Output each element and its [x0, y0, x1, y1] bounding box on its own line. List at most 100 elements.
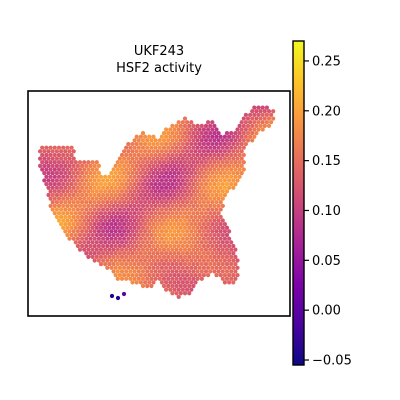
- spot: [182, 225, 188, 230]
- spot: [159, 258, 164, 263]
- spot: [63, 207, 68, 212]
- spot: [140, 269, 146, 274]
- spot: [159, 171, 164, 176]
- spot: [197, 178, 202, 183]
- spot: [189, 214, 194, 219]
- spot: [124, 276, 129, 281]
- spot: [248, 134, 253, 139]
- spot: [153, 262, 158, 267]
- spot: [203, 269, 209, 274]
- spot: [224, 160, 230, 165]
- spot: [90, 160, 95, 165]
- spot: [166, 145, 171, 150]
- spot: [145, 145, 150, 150]
- spot: [201, 214, 206, 219]
- spot: [216, 269, 221, 274]
- spot: [134, 243, 139, 249]
- spot: [140, 203, 146, 209]
- spot: [189, 272, 194, 278]
- spot: [132, 262, 137, 267]
- spot: [128, 189, 133, 194]
- spot: [195, 269, 200, 274]
- spot: [214, 141, 219, 147]
- spot: [109, 251, 114, 256]
- spot: [69, 189, 74, 194]
- spot: [65, 225, 70, 230]
- spot: [98, 174, 104, 179]
- spot: [206, 236, 211, 241]
- spot: [119, 181, 125, 187]
- spot: [233, 145, 238, 150]
- spot: [172, 236, 177, 241]
- spot: [119, 196, 125, 201]
- spot: [54, 214, 60, 219]
- spot-outlier: [115, 295, 121, 301]
- spot: [237, 167, 242, 172]
- spot: [157, 225, 162, 230]
- spot: [77, 189, 83, 194]
- spot: [149, 196, 154, 201]
- spot: [231, 134, 236, 139]
- spot: [235, 156, 240, 161]
- spot: [69, 160, 74, 165]
- spot: [109, 200, 114, 205]
- spot: [164, 156, 169, 161]
- spot: [82, 174, 87, 179]
- spot: [212, 240, 217, 245]
- spot: [170, 291, 175, 296]
- spot: [161, 181, 167, 187]
- spot: [182, 167, 188, 172]
- spot: [48, 203, 53, 209]
- spot: [159, 185, 164, 190]
- spot: [56, 145, 62, 150]
- spot: [260, 120, 265, 125]
- spot: [145, 269, 150, 274]
- spot: [159, 207, 164, 212]
- spot: [157, 152, 162, 158]
- spot: [134, 272, 139, 278]
- spot: [113, 272, 118, 278]
- spot: [73, 225, 78, 230]
- spot: [187, 167, 192, 172]
- spot: [180, 280, 185, 285]
- spot: [40, 167, 45, 172]
- spot: [185, 171, 190, 176]
- spot: [199, 145, 204, 150]
- spot: [145, 247, 150, 252]
- spot: [203, 225, 209, 230]
- chart-title: UKF243: [133, 44, 185, 59]
- spot: [145, 232, 150, 238]
- spot: [208, 247, 213, 252]
- spot: [168, 251, 173, 256]
- spot: [101, 178, 106, 183]
- spot: [151, 200, 156, 205]
- spot: [130, 222, 135, 227]
- spot: [92, 222, 97, 227]
- spot: [59, 163, 64, 168]
- spot: [210, 120, 215, 125]
- spot: [166, 240, 171, 245]
- spot: [258, 123, 263, 128]
- spot: [161, 269, 167, 274]
- spot: [206, 171, 211, 176]
- spot: [180, 185, 185, 190]
- spot: [128, 218, 133, 223]
- spot: [69, 174, 74, 179]
- spot: [216, 138, 221, 143]
- spot: [235, 163, 240, 168]
- spot: [92, 207, 97, 212]
- spot: [208, 262, 213, 267]
- spot: [166, 276, 171, 281]
- spot: [208, 254, 213, 259]
- spot: [145, 181, 150, 187]
- spot: [161, 189, 167, 194]
- spot: [155, 178, 160, 183]
- spot: [63, 185, 68, 190]
- spot: [206, 185, 211, 190]
- spot: [96, 185, 101, 190]
- spot: [193, 127, 198, 132]
- spot: [132, 203, 137, 209]
- spot: [73, 174, 78, 179]
- spot: [94, 218, 99, 223]
- spot: [206, 127, 211, 132]
